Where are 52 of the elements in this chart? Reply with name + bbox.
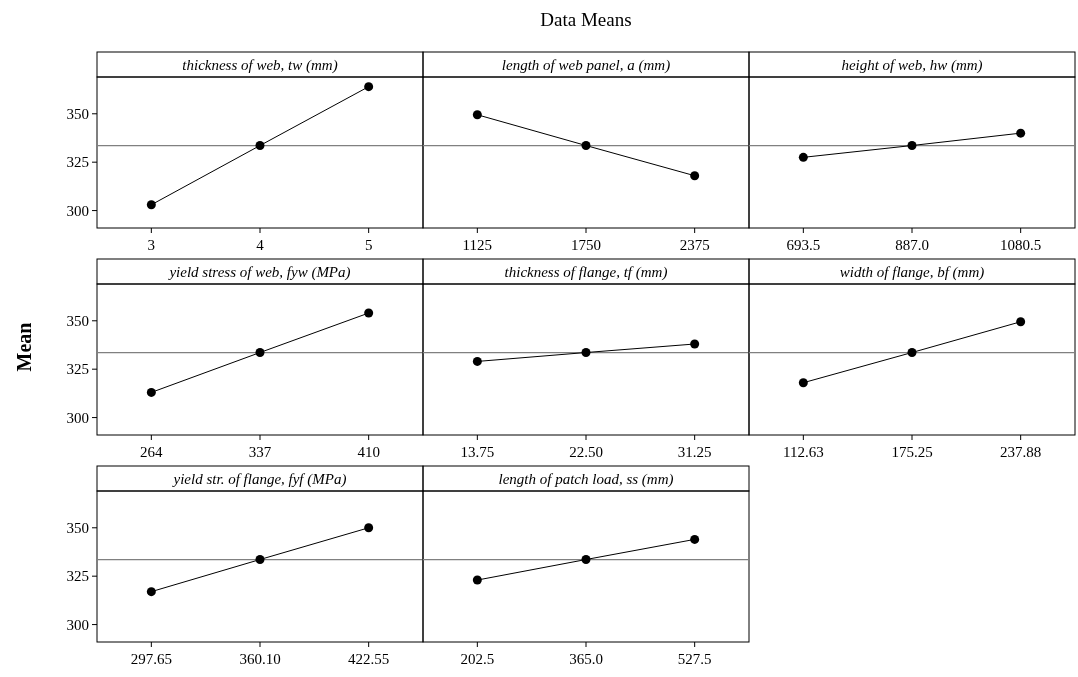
x-tick-label: 13.75 <box>460 444 495 460</box>
point <box>255 141 265 151</box>
x-tick-label: 3 <box>147 237 156 253</box>
x-tick-label: 31.25 <box>677 444 712 460</box>
chart-title: yield stress of web, fyw (MPa) <box>167 263 351 281</box>
x-tick-label: 297.65 <box>130 651 172 667</box>
x-tick-label: 5 <box>364 237 373 253</box>
x-tick-label: 422.55 <box>348 651 390 667</box>
chart-title: length of patch load, ss (mm) <box>498 470 674 488</box>
point <box>364 82 374 92</box>
x-tick-label: 1750 <box>571 237 601 253</box>
text: Data Means <box>540 9 632 30</box>
y-tick-label: 325 <box>66 361 89 378</box>
x-tick-label: 264 <box>140 444 164 460</box>
chart-title: width of flange, bf (mm) <box>839 263 985 281</box>
x-tick-label: 365.0 <box>569 651 603 667</box>
y-tick-label: 300 <box>66 409 89 426</box>
chart-title: length of web panel, a (mm) <box>501 56 671 74</box>
x-tick-label: 112.63 <box>782 444 824 460</box>
x-tick-label: 410 <box>357 444 380 460</box>
y-tick-label: 300 <box>66 202 89 219</box>
chart-title: height of web, hw (mm) <box>841 56 983 74</box>
y-tick-label: 325 <box>66 154 89 171</box>
chart-title: thickness of flange, tf (mm) <box>504 263 668 281</box>
x-tick-label: 175.25 <box>891 444 933 460</box>
point <box>364 523 374 533</box>
x-tick-label: 887.0 <box>895 237 929 253</box>
x-tick-label: 2375 <box>679 237 710 253</box>
y-tick-label: 350 <box>66 105 89 122</box>
chart-title: thickness of web, tw (mm) <box>182 56 338 74</box>
x-tick-label: 337 <box>248 444 272 460</box>
y-tick-label: 325 <box>66 568 89 585</box>
point <box>364 308 374 318</box>
y-tick-label: 300 <box>66 616 89 633</box>
x-tick-label: 360.10 <box>239 651 281 667</box>
x-tick-label: 1125 <box>462 237 493 253</box>
x-tick-label: 527.5 <box>677 651 712 667</box>
x-tick-label: 1080.5 <box>1000 237 1042 253</box>
x-tick-label: 693.5 <box>786 237 821 253</box>
x-tick-label: 22.50 <box>569 444 603 460</box>
chart-title: yield str. of flange, fyf (MPa) <box>171 470 347 488</box>
y-axis-title: Mean <box>13 322 35 372</box>
y-tick-label: 350 <box>66 312 89 329</box>
point <box>146 387 156 397</box>
x-tick-label: 237.88 <box>1000 444 1042 460</box>
point <box>255 348 265 358</box>
point <box>146 200 156 210</box>
y-tick-label: 350 <box>66 519 89 536</box>
x-tick-label: 202.5 <box>460 651 495 667</box>
point <box>255 555 265 565</box>
x-tick-label: 4 <box>256 237 265 253</box>
point <box>146 587 156 597</box>
